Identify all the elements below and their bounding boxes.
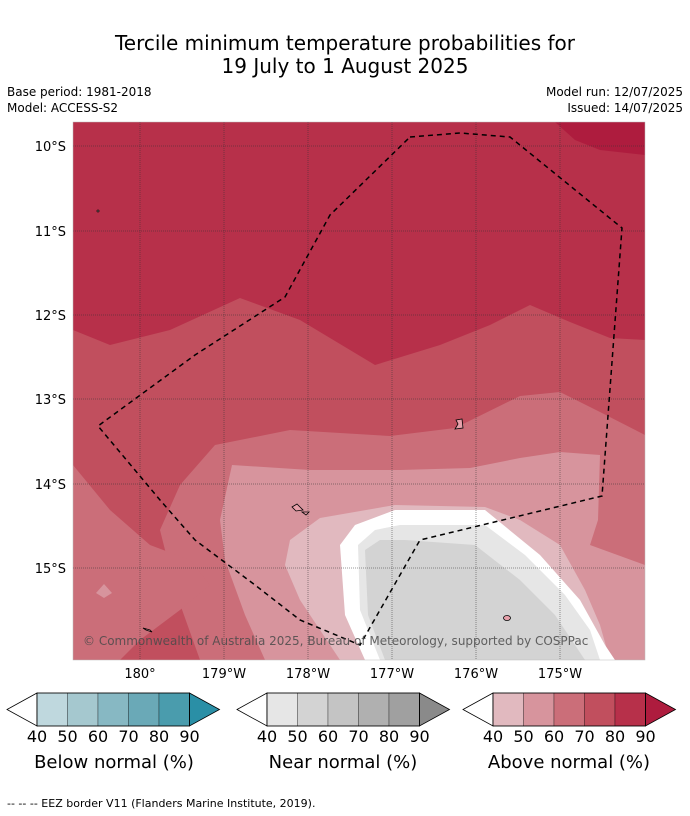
above-colorbar-tick-label: 50 [513,727,534,746]
above-colorbar-segment [523,692,555,727]
lat-label: 10°S [35,140,66,155]
near-colorbar-tick-label: 50 [287,727,308,746]
near-colorbar-tick-label: 40 [256,727,278,746]
lon-label: 178°W [286,667,330,682]
region-above-60-west [73,465,210,660]
base-period-label: Base period: 1981-2018 [7,85,152,99]
region-above-90 [555,122,645,155]
map-frame [72,121,646,661]
island-east [454,418,464,430]
lon-label: 177°W [370,667,414,682]
below-colorbar-segment [36,692,68,727]
island-south-east [503,615,511,621]
near-colorbar-tick-label: 60 [317,727,339,746]
above-colorbar-segment [614,692,646,727]
above-colorbar-upper-extend [645,692,677,727]
below-colorbar-tick-label: 90 [179,727,200,746]
eez-border [96,132,623,646]
latitude-labels: 10°S 11°S 12°S 13°S 14°S 15°S [35,140,66,577]
model-run-label: Model run: 12/07/2025 [545,85,683,99]
below-normal-label: Below normal (%) [34,752,194,773]
above-colorbar-tick-label: 90 [635,727,656,746]
near-colorbar-lower-extend [236,692,268,727]
below-colorbar-lower-extend [6,692,38,727]
lon-label: 175°W [538,667,582,682]
near-colorbar-tick-label: 70 [348,727,369,746]
lat-label: 15°S [35,562,66,577]
above-colorbar-segment [584,692,616,727]
below-colorbar-tick-label: 60 [87,727,109,746]
lat-label: 13°S [35,393,66,408]
copyright-text: © Commonwealth of Australia 2025, Bureau… [83,634,588,648]
above-colorbar-outline [492,692,646,727]
graticule [73,122,645,660]
near-colorbar-outline [266,692,420,727]
island-north-west [96,209,100,213]
near-colorbar-tick-label: 90 [409,727,430,746]
below-colorbar-outline [36,692,190,727]
below-colorbar-tick-label: 40 [26,727,48,746]
region-near-50 [365,540,585,660]
below-colorbar-segment [97,692,129,727]
lat-label: 11°S [35,225,66,240]
below-colorbar-upper-extend [189,692,221,727]
lon-label: 180° [124,667,155,682]
above-colorbar-segment [492,692,524,727]
map-title-line-2: 19 July to 1 August 2025 [221,54,469,78]
below-colorbar-tick-label: 50 [57,727,78,746]
above-colorbar-tick-label: 40 [482,727,504,746]
near-normal-label: Near normal (%) [268,752,418,773]
longitude-labels: 180° 179°W 178°W 177°W 176°W 175°W [124,667,582,682]
colorbar-legends [6,692,677,727]
lon-label: 176°W [454,667,498,682]
above-colorbar-segment [553,692,585,727]
near-colorbar-segment [388,692,420,727]
above-colorbar-lower-extend [462,692,494,727]
near-colorbar-segment [358,692,390,727]
map-title-line-1: Tercile minimum temperature probabilitie… [114,31,576,55]
islands [96,209,511,633]
issued-label: Issued: 14/07/2025 [567,101,683,115]
below-colorbar-segment [158,692,190,727]
region-above-50-spot [96,584,112,598]
lat-label: 14°S [35,478,66,493]
lon-label: 179°W [202,667,246,682]
below-colorbar-tick-label: 80 [148,727,170,746]
island-south-west [142,627,153,633]
above-colorbar-tick-label: 70 [574,727,595,746]
eez-footer-note: -- -- -- EEZ border V11 (Flanders Marine… [7,797,316,810]
island-vanua-levu [291,503,304,512]
near-colorbar-segment [266,692,298,727]
above-colorbar-tick-label: 80 [604,727,626,746]
above-normal-label: Above normal (%) [487,752,651,773]
below-colorbar-segment [67,692,99,727]
above-colorbar-tick-label: 60 [543,727,565,746]
island-small-west [300,511,310,516]
near-colorbar-segment [327,692,359,727]
below-colorbar-segment [128,692,160,727]
near-colorbar-tick-label: 80 [378,727,400,746]
model-label: Model: ACCESS-S2 [7,101,119,115]
near-colorbar-upper-extend [419,692,451,727]
map-fill-area [73,122,645,660]
below-colorbar-tick-label: 70 [118,727,139,746]
near-colorbar-segment [297,692,329,727]
lat-label: 12°S [35,309,66,324]
